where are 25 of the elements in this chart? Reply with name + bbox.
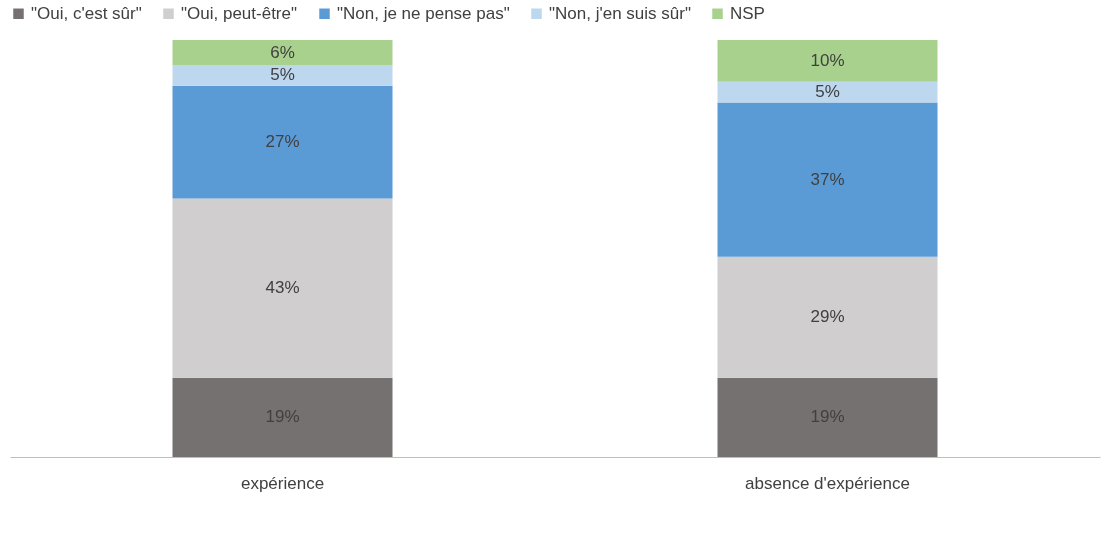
data-label: 5% [270, 65, 295, 85]
data-label: 27% [265, 132, 300, 152]
data-label: 43% [265, 278, 300, 298]
x-tick-label: expérience [240, 473, 325, 493]
bar [717, 256, 938, 378]
bar [172, 40, 393, 66]
legend-label: NSP [730, 3, 765, 23]
bar [172, 198, 393, 378]
legend-label: "Oui, peut-être" [181, 3, 298, 23]
bar [172, 377, 393, 457]
bar [717, 81, 938, 103]
data-label: 6% [270, 42, 295, 62]
bar [717, 377, 938, 457]
bar [717, 40, 938, 82]
bar [172, 65, 393, 86]
bar [717, 102, 938, 257]
x-tick-label: absence d'expérience [745, 473, 910, 493]
data-label: 37% [810, 169, 845, 189]
bar [172, 85, 393, 199]
legend-label: "Oui, c'est sûr" [31, 3, 142, 23]
data-label: 5% [815, 82, 840, 102]
legend-label: "Non, j'en suis sûr" [549, 3, 691, 23]
data-label: 10% [810, 50, 845, 70]
data-label: 29% [810, 307, 845, 327]
legend-label: "Non, je ne pense pas" [337, 3, 510, 23]
